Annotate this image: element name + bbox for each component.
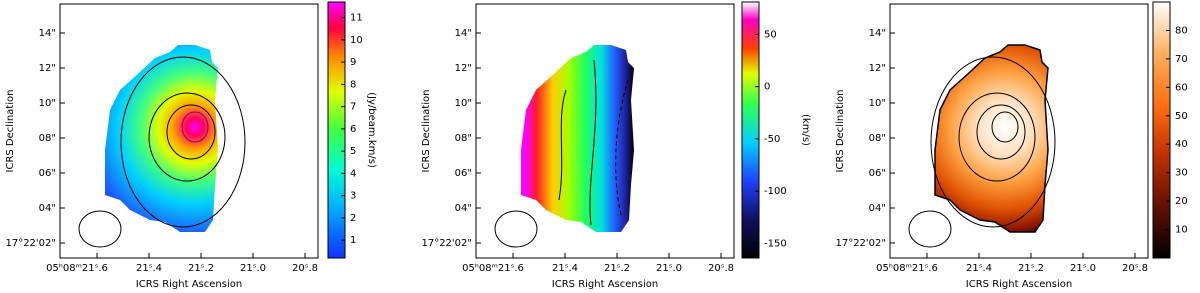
axes-frame <box>889 3 1149 259</box>
colorbar-tick-label: 0 <box>764 82 770 93</box>
y-tick-label: 14" <box>869 28 886 39</box>
y-tick-label: 12" <box>39 63 56 74</box>
colorbar-tick-label: -150 <box>764 238 787 249</box>
colorbar-label: (km/s) <box>800 114 811 146</box>
x-tick-label: 21ˢ.0 <box>1070 263 1096 274</box>
y-tick-label: 17°22'02" <box>835 238 886 249</box>
y-tick-label: 08" <box>455 133 472 144</box>
colorbar <box>741 1 760 259</box>
y-tick-label: 08" <box>39 133 56 144</box>
contour <box>166 104 216 160</box>
y-tick-label: 14" <box>455 28 472 39</box>
y-tick-label: 08" <box>869 133 886 144</box>
colorbar-tick-label: 4 <box>350 168 356 179</box>
y-tick-label: 10" <box>455 98 472 109</box>
contour <box>976 104 1026 160</box>
colorbar-tick-label: -50 <box>764 134 780 145</box>
y-tick-label: 17°22'02" <box>5 238 56 249</box>
y-tick-label: 12" <box>455 63 472 74</box>
contour <box>958 92 1036 182</box>
colorbar-tick-label: 1 <box>350 235 356 246</box>
colorbar-tick-label: 9 <box>350 57 356 68</box>
y-tick-label: 06" <box>869 168 886 179</box>
colorbar-tick-label: 2 <box>350 213 356 224</box>
y-tick-label: 12" <box>869 63 886 74</box>
colorbar-tick-label: 60 <box>1175 82 1188 93</box>
beam <box>494 210 538 248</box>
colorbar-tick-label: 10 <box>1175 225 1188 236</box>
colorbar-tick-label: 5 <box>350 146 356 157</box>
y-tick-label: 04" <box>869 203 886 214</box>
y-tick-label: 10" <box>39 98 56 109</box>
y-axis-label: ICRS Declination <box>421 90 432 173</box>
contour <box>148 92 226 182</box>
colorbar-tick-label: 3 <box>350 191 356 202</box>
contour <box>615 79 629 216</box>
colorbar-tick-label: 10 <box>350 35 363 46</box>
x-tick-label: 21ˢ.4 <box>136 263 162 274</box>
x-tick-label: 05ʰ08ᵐ21ˢ.6 <box>876 263 938 274</box>
y-tick-label: 17°22'02" <box>421 238 472 249</box>
y-tick-label: 14" <box>39 28 56 39</box>
contour <box>930 56 1056 228</box>
colorbar-tick-label: 6 <box>350 124 356 135</box>
x-tick-label: 21ˢ.2 <box>188 263 214 274</box>
x-tick-label: 05ʰ08ᵐ21ˢ.6 <box>462 263 524 274</box>
x-tick-label: 21ˢ.4 <box>552 263 578 274</box>
x-axis-label: ICRS Right Ascension <box>966 279 1072 290</box>
colorbar-tick-label: 40 <box>1175 139 1188 150</box>
colorbar-tick-label: 30 <box>1175 168 1188 179</box>
y-tick-label: 04" <box>39 203 56 214</box>
y-axis-label: ICRS Declination <box>835 90 846 173</box>
contour <box>589 59 597 226</box>
axes-frame <box>475 3 735 259</box>
y-tick-label: 10" <box>869 98 886 109</box>
axes-frame <box>59 3 319 259</box>
colorbar-tick-label: 80 <box>1175 25 1188 36</box>
colorbar-label: (Jy/beam.km/s) <box>366 92 377 168</box>
x-tick-label: 21ˢ.4 <box>966 263 992 274</box>
x-tick-label: 21ˢ.0 <box>656 263 682 274</box>
x-tick-label: 20ˢ.8 <box>1122 263 1148 274</box>
colorbar-tick-label: -100 <box>764 186 787 197</box>
y-tick-label: 06" <box>39 168 56 179</box>
beam <box>78 210 122 248</box>
x-tick-label: 05ʰ08ᵐ21ˢ.6 <box>46 263 108 274</box>
contour <box>181 111 209 143</box>
x-tick-label: 21ˢ.2 <box>604 263 630 274</box>
emission-map <box>521 45 634 232</box>
x-tick-label: 21ˢ.0 <box>240 263 266 274</box>
colorbar-tick-label: 50 <box>1175 111 1188 122</box>
colorbar-tick-label: 70 <box>1175 54 1188 65</box>
emission-map <box>935 45 1048 232</box>
contour <box>120 56 246 228</box>
contour <box>558 89 567 201</box>
x-tick-label: 20ˢ.8 <box>292 263 318 274</box>
y-axis-label: ICRS Declination <box>5 90 16 173</box>
y-tick-label: 06" <box>455 168 472 179</box>
x-tick-label: 21ˢ.2 <box>1018 263 1044 274</box>
colorbar-tick-label: 8 <box>350 79 356 90</box>
colorbar-tick-label: 20 <box>1175 196 1188 207</box>
x-axis-label: ICRS Right Ascension <box>552 279 658 290</box>
x-tick-label: 20ˢ.8 <box>708 263 734 274</box>
x-axis-label: ICRS Right Ascension <box>136 279 242 290</box>
beam <box>908 210 952 248</box>
colorbar <box>327 1 346 259</box>
y-tick-label: 04" <box>455 203 472 214</box>
colorbar-tick-label: 11 <box>350 13 363 24</box>
colorbar <box>1152 1 1171 259</box>
colorbar-tick-label: 7 <box>350 102 356 113</box>
emission-map <box>105 45 218 232</box>
contour <box>991 111 1019 143</box>
map-outline <box>934 44 1049 233</box>
colorbar-tick-label: 50 <box>764 29 777 40</box>
